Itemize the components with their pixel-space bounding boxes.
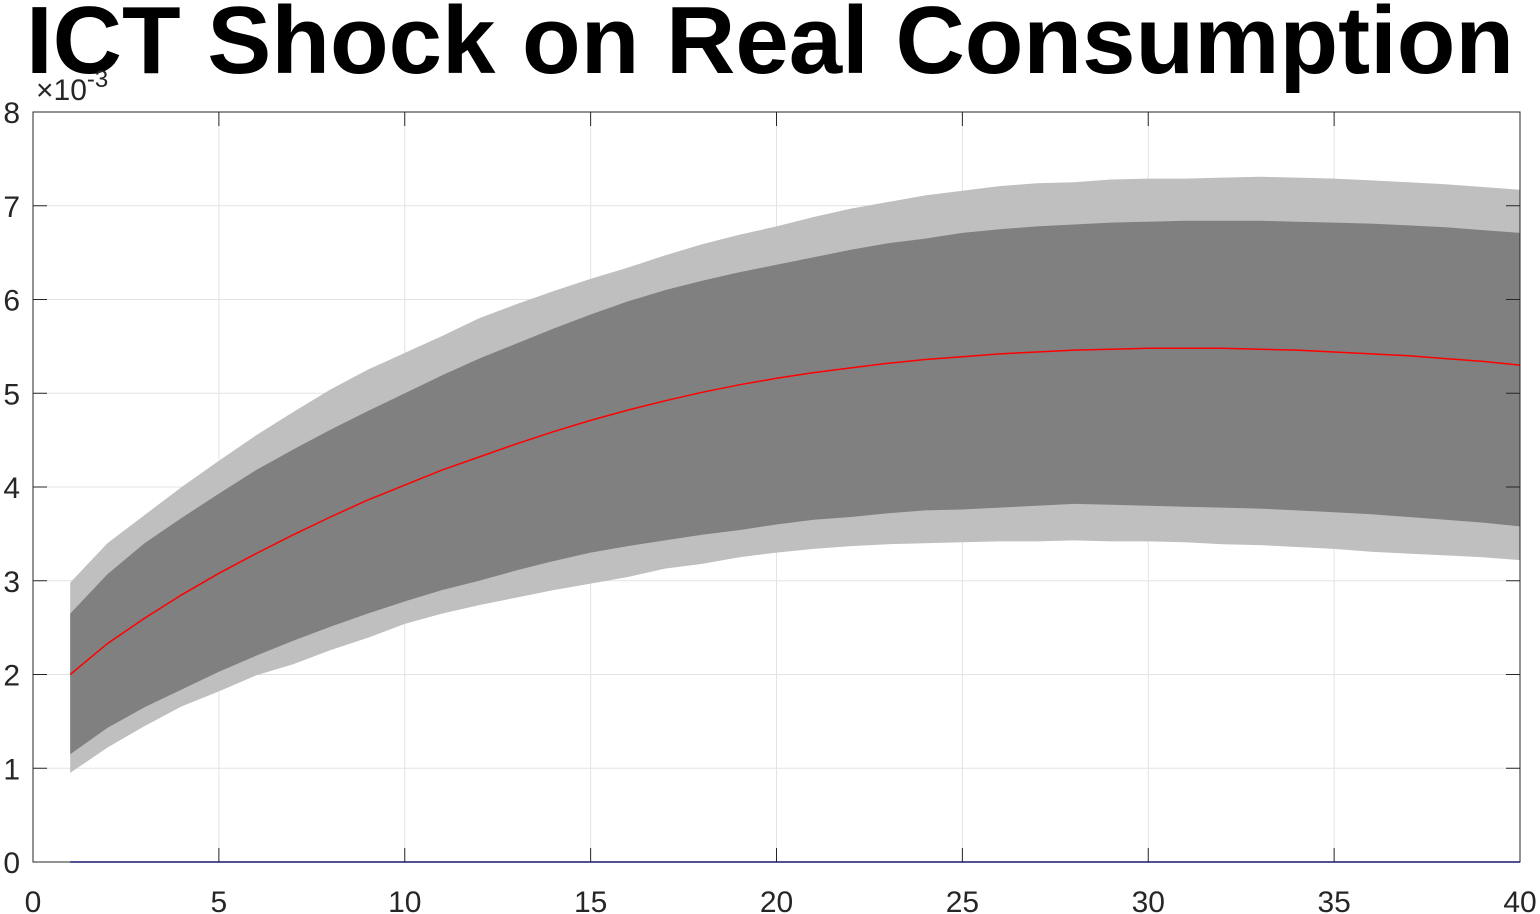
y-tick-label: 2	[3, 660, 20, 693]
x-tick-label: 20	[760, 886, 793, 914]
y-tick-label: 3	[3, 566, 20, 599]
y-tick-labels: 0 1 2 3 4 5 6 7 8	[3, 97, 20, 880]
chart-title: ICT Shock on Real Consumption	[25, 0, 1515, 94]
axis-ticks	[32, 111, 1521, 863]
y-tick-label: 0	[3, 847, 20, 880]
inner-band	[70, 220, 1521, 755]
y-exponent-power: -3	[87, 66, 108, 93]
x-tick-label: 5	[211, 886, 228, 914]
x-tick-label: 10	[388, 886, 421, 914]
x-tick-labels: 0 5 10 15 20 25 30 35 40	[25, 886, 1537, 914]
confidence-bands	[70, 176, 1521, 773]
y-exponent-label: ×10-3	[36, 66, 108, 108]
y-tick-label: 6	[3, 285, 20, 318]
y-exponent-base: ×10	[36, 74, 87, 107]
y-tick-label: 4	[3, 472, 20, 505]
x-tick-label: 35	[1317, 886, 1350, 914]
x-tick-label: 25	[946, 886, 979, 914]
x-tick-label: 40	[1503, 886, 1536, 914]
y-tick-label: 1	[3, 753, 20, 786]
y-tick-label: 8	[3, 97, 20, 130]
x-tick-label: 15	[574, 886, 607, 914]
x-tick-label: 0	[25, 886, 42, 914]
y-tick-label: 7	[3, 191, 20, 224]
x-tick-label: 30	[1132, 886, 1165, 914]
y-tick-label: 5	[3, 378, 20, 411]
median-line	[69, 347, 1521, 676]
